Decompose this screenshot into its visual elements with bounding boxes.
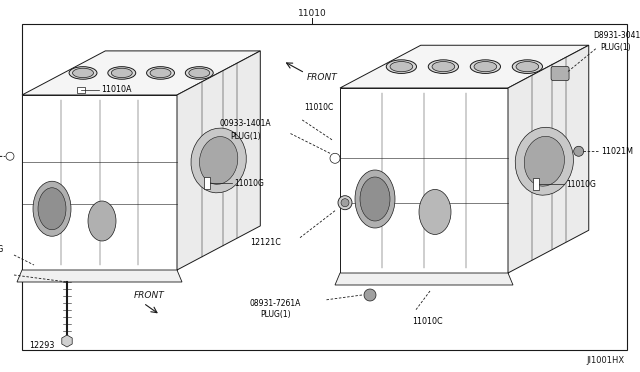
Bar (22, 24, 627, 350)
Ellipse shape (515, 127, 573, 195)
Ellipse shape (470, 60, 500, 73)
Polygon shape (22, 95, 177, 270)
Ellipse shape (360, 177, 390, 221)
FancyBboxPatch shape (551, 67, 569, 80)
Text: 11010C: 11010C (304, 103, 333, 112)
FancyBboxPatch shape (533, 178, 540, 190)
Ellipse shape (38, 188, 66, 230)
Ellipse shape (200, 137, 238, 184)
Polygon shape (22, 51, 260, 95)
Polygon shape (335, 273, 513, 285)
Ellipse shape (512, 60, 543, 73)
Text: PLUG(1): PLUG(1) (230, 132, 260, 141)
Polygon shape (340, 45, 589, 88)
Ellipse shape (150, 68, 171, 78)
Circle shape (338, 196, 352, 210)
Ellipse shape (516, 61, 539, 72)
Ellipse shape (355, 170, 395, 228)
Text: D8931-3041A: D8931-3041A (593, 31, 640, 40)
Polygon shape (340, 88, 508, 273)
Ellipse shape (474, 61, 497, 72)
Text: FRONT: FRONT (307, 74, 338, 83)
Text: PLUG(1): PLUG(1) (260, 311, 291, 320)
Text: FRONT: FRONT (133, 291, 164, 299)
Circle shape (364, 289, 376, 301)
Circle shape (330, 153, 340, 163)
Text: 12121C: 12121C (250, 238, 281, 247)
Polygon shape (508, 45, 589, 273)
Ellipse shape (33, 181, 71, 236)
Ellipse shape (419, 189, 451, 234)
Text: 08931-7261A: 08931-7261A (250, 298, 301, 308)
Text: PLUG(1): PLUG(1) (600, 43, 630, 52)
Text: 00933-1401A: 00933-1401A (220, 119, 271, 128)
Ellipse shape (108, 67, 136, 79)
Text: 11010A: 11010A (101, 86, 131, 94)
Text: 11010G: 11010G (566, 180, 596, 189)
Ellipse shape (186, 67, 213, 79)
Polygon shape (177, 51, 260, 270)
Ellipse shape (69, 67, 97, 79)
Text: 11010: 11010 (298, 9, 326, 17)
Ellipse shape (72, 68, 93, 78)
Text: 11021M: 11021M (601, 147, 633, 156)
Ellipse shape (387, 60, 417, 73)
Text: JI1001HX: JI1001HX (586, 356, 624, 365)
Text: 11010C: 11010C (412, 317, 443, 326)
Polygon shape (17, 270, 182, 282)
Ellipse shape (432, 61, 454, 72)
Circle shape (341, 199, 349, 207)
Text: 11010G: 11010G (0, 246, 3, 254)
Ellipse shape (189, 68, 210, 78)
FancyBboxPatch shape (77, 87, 85, 93)
Text: 12293: 12293 (29, 340, 54, 350)
Ellipse shape (88, 201, 116, 241)
Circle shape (6, 152, 14, 160)
Ellipse shape (428, 60, 458, 73)
Ellipse shape (524, 137, 564, 186)
Text: 11010G: 11010G (234, 179, 264, 188)
Ellipse shape (390, 61, 413, 72)
FancyBboxPatch shape (204, 177, 210, 189)
Ellipse shape (147, 67, 175, 79)
Ellipse shape (111, 68, 132, 78)
Ellipse shape (191, 128, 246, 193)
Circle shape (573, 146, 584, 156)
